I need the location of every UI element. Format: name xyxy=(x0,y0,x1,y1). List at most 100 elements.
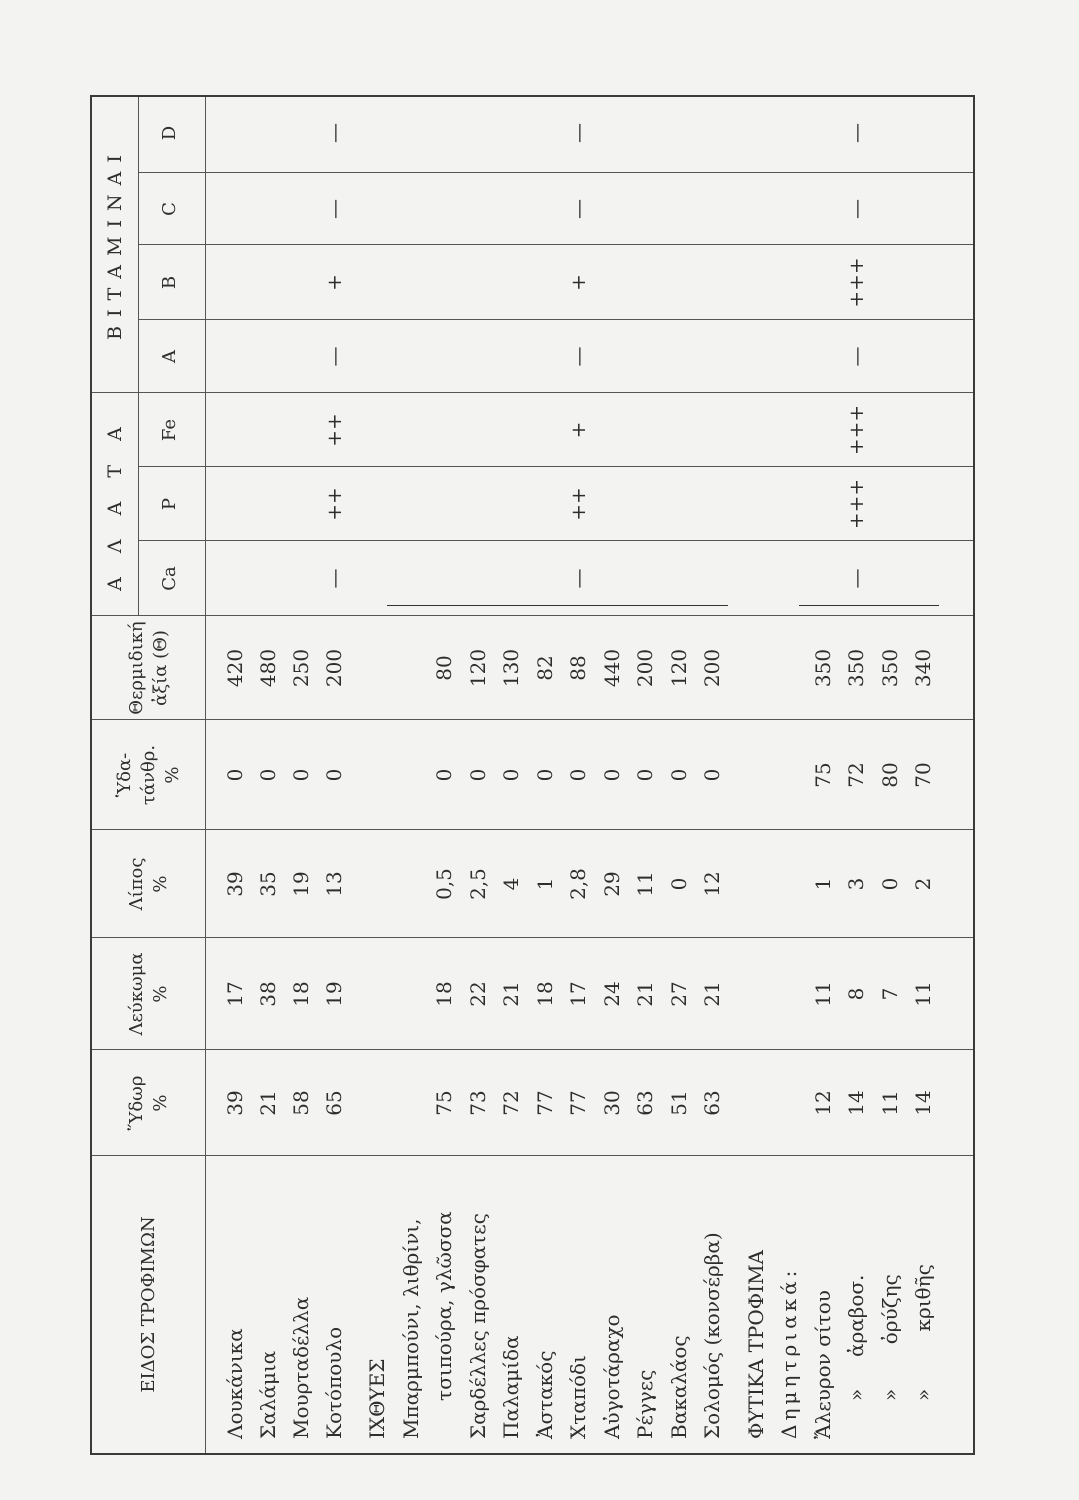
salts-group-divider xyxy=(138,393,139,616)
value-protein: 18 xyxy=(532,981,557,1007)
food-name: Χταπόδι xyxy=(566,1355,590,1439)
value-water: 51 xyxy=(666,1090,691,1116)
food-name: Βακαλάος xyxy=(666,1335,691,1439)
header-salts: Α Λ Α Τ Α xyxy=(104,418,126,591)
value-cal: 340 xyxy=(911,648,935,688)
value-cal: 200 xyxy=(633,648,657,688)
value-fat: 12 xyxy=(700,871,724,897)
value-carbs: 0 xyxy=(566,768,590,782)
value-water: 14 xyxy=(844,1090,868,1116)
food-name: Σολομός (κονσέρβα) xyxy=(700,1232,724,1439)
food-name: Παλαμίδα xyxy=(499,1335,523,1439)
mark-p: ++ xyxy=(566,487,590,521)
value-fat: 11 xyxy=(633,871,657,897)
mark-c: — xyxy=(566,199,590,219)
value-cal: 350 xyxy=(810,648,835,688)
value-protein: 8 xyxy=(844,987,868,1001)
mark-fe: ++ xyxy=(322,413,346,447)
value-fat: 2,8 xyxy=(566,868,590,900)
value-carbs: 0 xyxy=(465,768,490,782)
value-water: 39 xyxy=(223,1090,247,1116)
value-cal: 82 xyxy=(532,655,557,681)
value-cal: 80 xyxy=(432,655,456,681)
header-calories: Θερμιδική ἀξία (Θ) xyxy=(125,621,171,715)
value-water: 73 xyxy=(465,1090,490,1116)
value-fat: 0 xyxy=(877,877,902,891)
mark-ca: — xyxy=(322,568,346,589)
value-protein: 18 xyxy=(289,981,313,1007)
food-name: Σαλάμια xyxy=(256,1350,280,1439)
food-name: Σαρδέλλες πρόσφατες xyxy=(465,1213,490,1439)
food-name: » ὀρύζης xyxy=(877,1274,902,1401)
header-ca: Ca xyxy=(159,566,180,591)
header-fe: Fe xyxy=(159,418,180,442)
value-cal: 350 xyxy=(877,648,902,688)
value-protein: 21 xyxy=(700,981,724,1007)
value-water: 11 xyxy=(877,1090,902,1116)
value-cal: 200 xyxy=(322,648,346,688)
value-carbs: 72 xyxy=(844,762,868,788)
header-divider xyxy=(205,97,206,1453)
header-carbs: Ὑδα- τάνθρ. % xyxy=(113,744,183,806)
value-protein: 17 xyxy=(566,981,590,1007)
header-a: A xyxy=(159,350,180,363)
value-fat: 2,5 xyxy=(465,868,490,900)
value-protein: 19 xyxy=(322,981,346,1007)
mark-d: — xyxy=(322,123,346,143)
value-cal: 88 xyxy=(566,655,590,681)
value-water: 63 xyxy=(633,1090,657,1116)
mark-a: — xyxy=(322,346,346,367)
value-carbs: 0 xyxy=(599,768,624,782)
mark-fe: + xyxy=(566,421,590,439)
value-protein: 18 xyxy=(432,981,456,1007)
value-cal: 120 xyxy=(465,648,490,688)
value-cal: 120 xyxy=(666,648,691,688)
value-water: 14 xyxy=(911,1090,935,1116)
value-fat: 1 xyxy=(810,877,835,891)
value-water: 12 xyxy=(810,1090,835,1116)
mark-a: — xyxy=(566,346,590,367)
value-carbs: 80 xyxy=(877,762,902,788)
food-name: Ἀστακός xyxy=(532,1350,557,1439)
value-carbs: 0 xyxy=(256,768,280,782)
food-name: Λουκάνικα xyxy=(223,1328,247,1439)
value-protein: 24 xyxy=(599,981,624,1007)
mark-c: — xyxy=(322,199,346,219)
food-name: Μπαρμπούνι, λιθρίνι, xyxy=(398,1218,423,1439)
value-protein: 27 xyxy=(666,981,691,1007)
group-brace xyxy=(798,605,939,606)
value-carbs: 0 xyxy=(223,768,247,782)
value-protein: 7 xyxy=(877,987,902,1001)
value-fat: 29 xyxy=(599,871,624,897)
value-fat: 19 xyxy=(289,871,313,897)
value-protein: 21 xyxy=(633,981,657,1007)
header-b: B xyxy=(159,275,180,290)
value-fat: 0 xyxy=(666,877,691,891)
food-name: Αὐγοτάραχο xyxy=(599,1314,624,1439)
value-carbs: 0 xyxy=(322,768,346,782)
value-water: 65 xyxy=(322,1090,346,1116)
value-water: 75 xyxy=(432,1090,456,1116)
value-carbs: 0 xyxy=(633,768,657,782)
value-carbs: 0 xyxy=(532,768,557,782)
food-name: Μουρταδέλλα xyxy=(289,1296,313,1439)
value-fat: 3 xyxy=(844,877,868,891)
value-protein: 11 xyxy=(810,981,835,1007)
section-heading: ΙΧΘΥΕΣ xyxy=(365,1358,389,1439)
value-carbs: 75 xyxy=(810,762,835,788)
value-fat: 4 xyxy=(499,877,523,891)
value-water: 21 xyxy=(256,1090,280,1116)
value-carbs: 0 xyxy=(666,768,691,782)
food-name: » ἀραβοσ. xyxy=(844,1274,868,1401)
food-name: Ἄλευρον σίτου xyxy=(810,1290,835,1439)
section-heading: ΦΥΤΙΚΑ ΤΡΟΦΙΜΑ xyxy=(743,1250,768,1439)
header-food: ΕΙΔΟΣ ΤΡΟΦΙΜΩΝ xyxy=(137,1216,159,1393)
food-name: » κριθῆς xyxy=(911,1264,935,1401)
value-cal: 200 xyxy=(700,648,724,688)
value-fat: 2 xyxy=(911,877,935,891)
value-carbs: 0 xyxy=(499,768,523,782)
value-water: 63 xyxy=(700,1090,724,1116)
mark-b: + xyxy=(322,274,346,291)
value-cal: 350 xyxy=(844,648,868,688)
header-protein: Λεύκωμα % xyxy=(125,952,171,1036)
